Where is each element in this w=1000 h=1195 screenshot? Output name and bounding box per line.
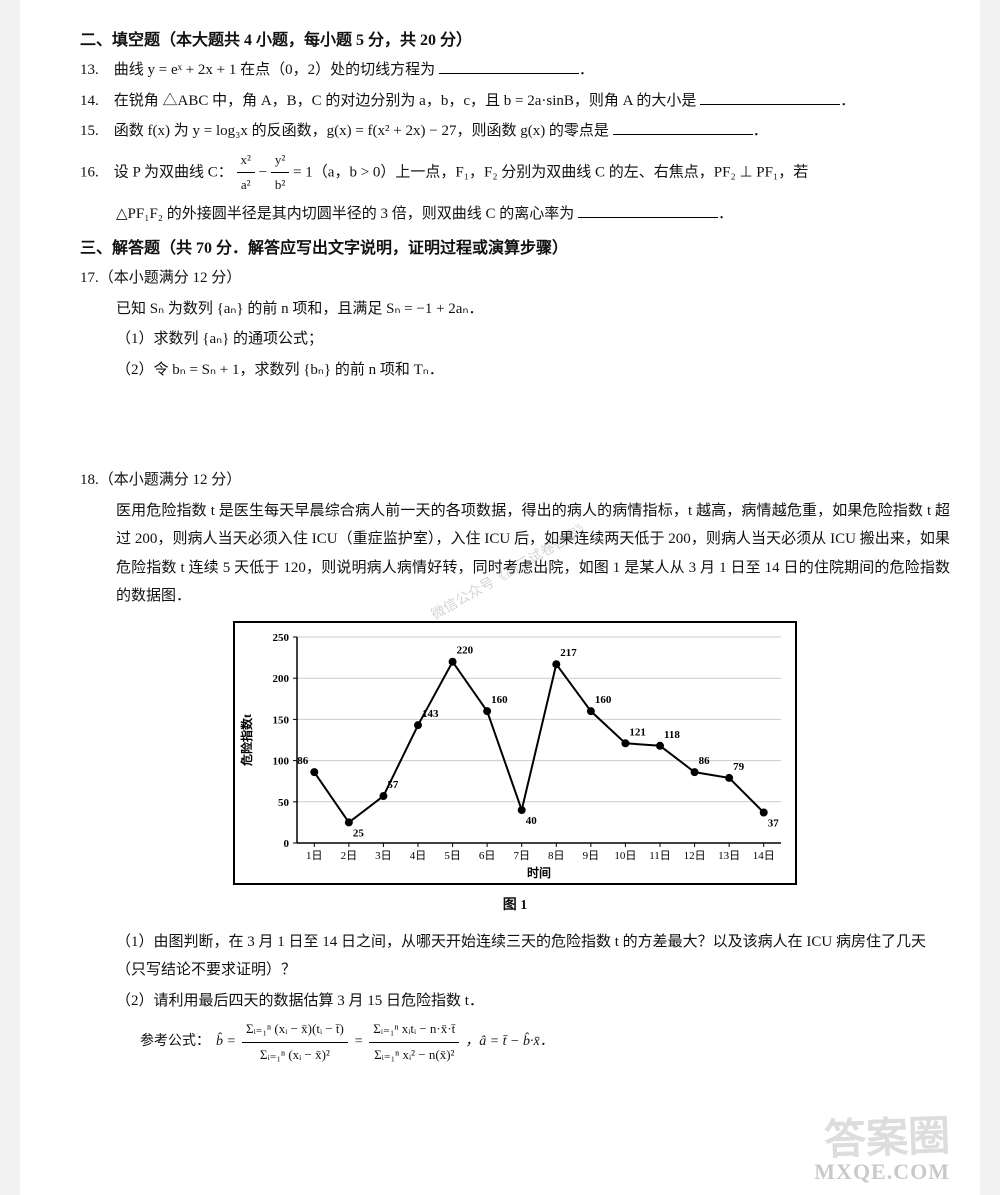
svg-text:12日: 12日 — [684, 850, 706, 862]
q16-frac2: y² b² — [271, 148, 289, 198]
q17b: （1）求数列 {aₙ} 的通项公式； — [80, 325, 950, 354]
q16-frac1: x² a² — [237, 148, 255, 198]
section2-heading: 二、填空题（本大题共 4 小题，每小题 5 分，共 20 分） — [80, 26, 950, 50]
q13-text: 13. 曲线 y = eˣ + 2x + 1 在点（0，2）处的切线方程为 — [80, 62, 435, 78]
q18-sub2: （2）请利用最后四天的数据估算 3 月 15 日危险指数 t． — [80, 987, 950, 1016]
svg-text:50: 50 — [278, 797, 290, 809]
svg-text:9日: 9日 — [583, 850, 600, 862]
reference-formula: 参考公式： b̂ = Σᵢ₌₁ⁿ (xᵢ − x̄)(tᵢ − t̄) Σᵢ₌₁… — [140, 1017, 950, 1067]
svg-text:0: 0 — [284, 838, 290, 850]
formula-lhs: b̂ = — [216, 1029, 236, 1056]
formula-frac1: Σᵢ₌₁ⁿ (xᵢ − x̄)(tᵢ − t̄) Σᵢ₌₁ⁿ (xᵢ − x̄)… — [242, 1017, 348, 1067]
blank-14 — [700, 89, 840, 105]
svg-text:86: 86 — [297, 755, 309, 767]
svg-text:25: 25 — [353, 827, 365, 839]
svg-text:57: 57 — [387, 779, 399, 791]
formula-eq: = — [354, 1029, 363, 1056]
formula-num2: Σᵢ₌₁ⁿ xᵢtᵢ − n·x̄·t̄ — [369, 1017, 459, 1043]
svg-text:150: 150 — [273, 714, 290, 726]
q16-num1: x² — [237, 148, 255, 174]
q16a: 16. 设 P 为双曲线 C： — [80, 164, 233, 180]
blank-15 — [613, 119, 753, 135]
svg-text:1日: 1日 — [306, 850, 323, 862]
svg-text:3日: 3日 — [375, 850, 392, 862]
svg-text:14日: 14日 — [753, 850, 775, 862]
svg-text:2日: 2日 — [341, 850, 358, 862]
svg-text:160: 160 — [595, 694, 612, 706]
q18-para: 医用危险指数 t 是医生每天早晨综合病人前一天的各项数据，得出的病人的病情指标，… — [80, 497, 950, 611]
svg-text:13日: 13日 — [718, 850, 740, 862]
formula-num1: Σᵢ₌₁ⁿ (xᵢ − x̄)(tᵢ − t̄) — [242, 1017, 348, 1043]
watermark-url: MXQE.COM — [814, 1159, 950, 1185]
svg-text:7日: 7日 — [513, 850, 530, 862]
svg-text:217: 217 — [560, 647, 577, 659]
q18-sub1: （1）由图判断，在 3 月 1 日至 14 日之间，从哪天开始连续三天的危险指数… — [80, 928, 950, 985]
svg-text:40: 40 — [526, 815, 538, 827]
formula-den1: Σᵢ₌₁ⁿ (xᵢ − x̄)² — [242, 1043, 348, 1068]
q13: 13. 曲线 y = eˣ + 2x + 1 在点（0，2）处的切线方程为 ． — [80, 56, 950, 85]
q17a: 已知 Sₙ 为数列 {aₙ} 的前 n 项和，且满足 Sₙ = −1 + 2aₙ… — [80, 295, 950, 324]
q14-text: 14. 在锐角 △ABC 中，角 A，B，C 的对边分别为 a，b，c，且 b … — [80, 93, 696, 109]
q16-den2: b² — [271, 173, 289, 198]
svg-text:4日: 4日 — [410, 850, 427, 862]
q16-line2: △PF₁F₂ 的外接圆半径是其内切圆半径的 3 倍，则双曲线 C 的离心率为 ． — [80, 200, 950, 229]
svg-text:160: 160 — [491, 694, 508, 706]
q15-text: 15. 函数 f(x) 为 y = log₃x 的反函数，g(x) = f(x²… — [80, 123, 609, 139]
svg-text:6日: 6日 — [479, 850, 496, 862]
formula-frac2: Σᵢ₌₁ⁿ xᵢtᵢ − n·x̄·t̄ Σᵢ₌₁ⁿ xᵢ² − n(x̄)² — [369, 1017, 459, 1067]
svg-text:86: 86 — [699, 755, 711, 767]
q16-num2: y² — [271, 148, 289, 174]
q15: 15. 函数 f(x) 为 y = log₃x 的反函数，g(x) = f(x²… — [80, 117, 950, 146]
watermark-answer: 答案圈 — [823, 1102, 951, 1167]
blank-13 — [439, 58, 579, 74]
svg-text:200: 200 — [273, 673, 290, 685]
chart-container: 0 50 100 150 200 250 1日 2日 3日 4日 5日 6日 7日 8日 9日 10日 11日 1… — [80, 621, 950, 914]
svg-text:143: 143 — [422, 708, 439, 720]
q16-minus: − — [259, 164, 267, 180]
svg-text:220: 220 — [457, 645, 474, 657]
blank-16 — [578, 202, 718, 218]
q17c: （2）令 bₙ = Sₙ + 1，求数列 {bₙ} 的前 n 项和 Tₙ． — [80, 356, 950, 385]
section3-heading: 三、解答题（共 70 分．解答应写出文字说明，证明过程或演算步骤） — [80, 234, 950, 258]
formula-label: 参考公式： — [140, 1029, 210, 1056]
svg-text:79: 79 — [733, 761, 745, 773]
svg-text:11日: 11日 — [649, 850, 671, 862]
figure-label: 图 1 — [80, 894, 950, 914]
svg-text:8日: 8日 — [548, 850, 565, 862]
formula-tail: ，â = t̄ − b̂·x̄． — [465, 1029, 554, 1056]
svg-text:37: 37 — [768, 817, 780, 829]
svg-text:危险指数t: 危险指数t — [239, 714, 254, 767]
svg-text:250: 250 — [273, 632, 290, 644]
q16b: = 1（a，b > 0）上一点，F₁，F₂ 分别为双曲线 C 的左、右焦点，PF… — [293, 164, 808, 180]
q17-head: 17.（本小题满分 12 分） — [80, 264, 950, 293]
risk-line-chart: 0 50 100 150 200 250 1日 2日 3日 4日 5日 6日 7日 8日 9日 10日 11日 1… — [233, 621, 797, 885]
svg-text:118: 118 — [664, 729, 680, 741]
formula-den2: Σᵢ₌₁ⁿ xᵢ² − n(x̄)² — [369, 1043, 459, 1068]
page-root: 二、填空题（本大题共 4 小题，每小题 5 分，共 20 分） 13. 曲线 y… — [20, 0, 980, 1195]
spacer — [80, 386, 950, 466]
q14: 14. 在锐角 △ABC 中，角 A，B，C 的对边分别为 a，b，c，且 b … — [80, 87, 950, 116]
svg-text:5日: 5日 — [444, 850, 461, 862]
svg-text:121: 121 — [629, 726, 646, 738]
svg-text:时间: 时间 — [527, 865, 551, 880]
q18-head: 18.（本小题满分 12 分） — [80, 466, 950, 495]
q16c: △PF₁F₂ 的外接圆半径是其内切圆半径的 3 倍，则双曲线 C 的离心率为 — [116, 206, 574, 222]
q16-line1: 16. 设 P 为双曲线 C： x² a² − y² b² = 1（a，b > … — [80, 148, 950, 198]
q16-den1: a² — [237, 173, 255, 198]
svg-text:10日: 10日 — [614, 850, 636, 862]
svg-text:100: 100 — [273, 755, 290, 767]
